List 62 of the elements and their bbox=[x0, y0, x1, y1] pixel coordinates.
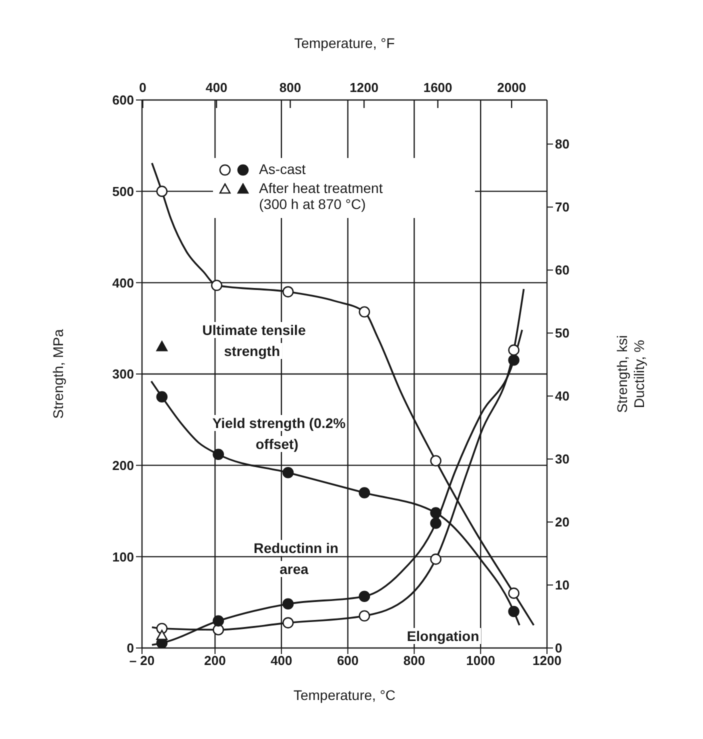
point bbox=[156, 340, 168, 352]
x-tick-label: 1000 bbox=[466, 653, 496, 668]
point bbox=[282, 617, 294, 628]
point bbox=[508, 354, 520, 366]
x-tick-label: 800 bbox=[403, 653, 426, 668]
series-label: Yield strength (0.2% offset) bbox=[210, 415, 346, 452]
x-tick-label: 400 bbox=[270, 653, 292, 668]
y-tick-label: 400 bbox=[112, 275, 134, 290]
point bbox=[508, 588, 520, 599]
point bbox=[212, 615, 224, 627]
point bbox=[358, 487, 370, 498]
x2-tick-label: 1200 bbox=[350, 80, 379, 95]
x-tick-label: 200 bbox=[204, 653, 226, 668]
point bbox=[430, 554, 442, 565]
point bbox=[508, 606, 520, 618]
y2-tick-label: 30 bbox=[555, 452, 570, 467]
point bbox=[282, 598, 294, 610]
y2-tick-label: 60 bbox=[555, 262, 570, 278]
point bbox=[156, 630, 168, 640]
x-tick-label: 1200 bbox=[532, 653, 562, 668]
y-tick-label: 300 bbox=[112, 366, 134, 382]
y2-axis-title: Strength, ksi Ductility, % bbox=[614, 335, 647, 413]
x2-tick-label: 400 bbox=[206, 80, 228, 95]
point bbox=[430, 507, 442, 518]
x-axis-title: Temperature, °C bbox=[293, 687, 396, 703]
y-axis-title: Strength, MPa bbox=[50, 329, 66, 419]
x2-tick-label: 1600 bbox=[423, 80, 452, 95]
legend-label: After heat treatment (300 h at 870 °C) bbox=[259, 180, 384, 212]
y-tick-label: 0 bbox=[126, 640, 134, 656]
y-tick-label: 200 bbox=[112, 458, 134, 473]
y-tick-label: 600 bbox=[112, 92, 134, 108]
x2-tick-label: 0 bbox=[139, 80, 146, 95]
series-label: Elongation bbox=[404, 628, 482, 644]
y2-tick-label: 50 bbox=[555, 326, 570, 341]
point bbox=[156, 186, 168, 197]
point bbox=[508, 344, 520, 356]
x2-tick-label: 800 bbox=[279, 80, 302, 95]
legend-label: As-cast bbox=[259, 161, 307, 177]
point bbox=[358, 306, 370, 318]
x-tick-label: 600 bbox=[336, 653, 359, 668]
y2-tick-label: 80 bbox=[555, 136, 570, 152]
point bbox=[282, 286, 294, 298]
point bbox=[430, 518, 442, 529]
y2-tick-label: 70 bbox=[555, 200, 570, 215]
y-tick-label: 500 bbox=[112, 184, 134, 199]
series-label: Ultimate tensile strength bbox=[200, 322, 306, 359]
y2-tick-label: 10 bbox=[555, 578, 570, 593]
y2-tick-label: 20 bbox=[555, 514, 570, 530]
x-tick-label: – 20 bbox=[129, 653, 155, 668]
y2-tick-label: 40 bbox=[555, 388, 570, 404]
series-label: Reductinn in area bbox=[252, 540, 338, 577]
y2-tick-label: 0 bbox=[555, 640, 562, 656]
x2-tick-label: 2000 bbox=[497, 80, 526, 95]
point bbox=[358, 610, 370, 622]
point bbox=[156, 391, 168, 402]
y-tick-label: 100 bbox=[112, 549, 134, 564]
point bbox=[212, 448, 224, 460]
point bbox=[282, 466, 294, 478]
x2-axis-title: Temperature, °F bbox=[294, 35, 395, 51]
point bbox=[358, 590, 370, 602]
point bbox=[211, 280, 222, 292]
point bbox=[430, 455, 442, 466]
